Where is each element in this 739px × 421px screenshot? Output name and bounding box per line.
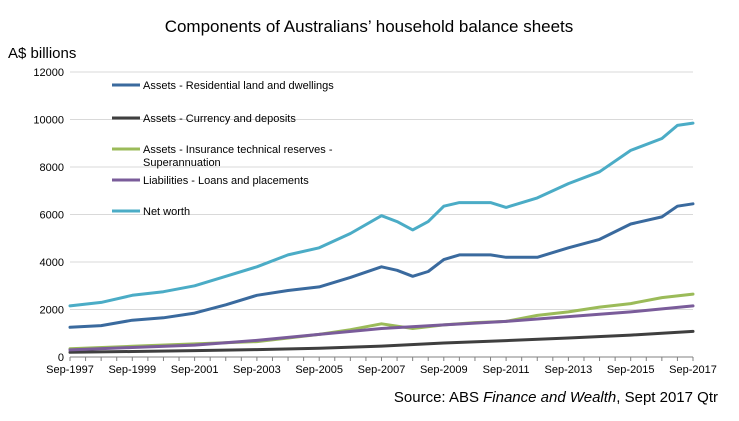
source-prefix: Source: ABS [394,389,483,406]
x-tick-label: Sep-2009 [420,364,468,376]
x-tick-label: Sep-2013 [545,364,593,376]
x-tick-label: Sep-1999 [108,364,156,376]
x-tick-label: Sep-2007 [358,364,406,376]
x-tick-label: Sep-2011 [483,364,530,376]
legend-label: Assets - Insurance technical reserves -S… [143,144,333,169]
series-line [68,121,695,308]
legend-label: Assets - Residential land and dwellings [143,80,334,92]
x-tick-label: Sep-2015 [607,364,655,376]
x-axis: Sep-1997 Sep-1999 Sep-2001 Sep-2003 Sep-2005… [46,356,717,376]
series-line [68,329,695,354]
y-tick-label: 4000 [40,257,64,269]
x-tick-label: Sep-2005 [295,364,343,376]
y-tick-label: 2000 [40,305,64,317]
legend-label: Assets - Currency and deposits [143,113,296,125]
legend-label: Liabilities - Loans and placements [143,175,309,187]
series-lines [68,121,695,354]
x-tick-label: Sep-2001 [171,364,219,376]
series-line [68,304,695,352]
series-line [68,202,695,329]
series-line [68,292,695,351]
x-tick-label: Sep-2003 [233,364,281,376]
x-tick-label: Sep-1997 [46,364,94,376]
y-axis-ticks: 0 2000 4000 6000 8000 10000 12000 [33,67,64,364]
y-tick-label: 12000 [33,67,64,79]
y-tick-label: 10000 [33,115,64,127]
gridlines [70,71,693,310]
legend: Assets - Residential land and dwellings A… [112,80,334,218]
legend-label: Net worth [143,206,190,218]
y-tick-label: 0 [58,352,64,364]
y-tick-label: 8000 [40,162,64,174]
y-tick-label: 6000 [40,210,64,222]
y-axis-label: A$ billions [8,45,76,62]
source-suffix: , Sept 2017 Qtr [616,389,718,406]
source-italic: Finance and Wealth [483,389,616,406]
x-tick-label: Sep-2017 [669,364,717,376]
chart-title: Components of Australians’ household bal… [165,17,574,36]
source-note: Source: ABS Finance and Wealth, Sept 201… [394,389,718,406]
